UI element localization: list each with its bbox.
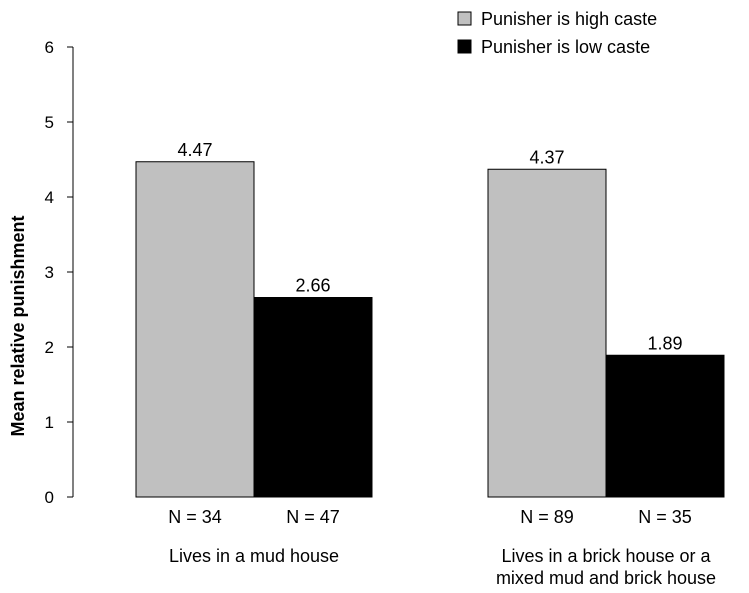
bar	[135, 161, 255, 498]
sample-size-label: N = 34	[168, 507, 222, 527]
sample-size-label: N = 35	[638, 507, 692, 527]
bars: 4.47 2.66 4.37 1.89	[135, 140, 725, 498]
legend-label-high-caste: Punisher is high caste	[481, 9, 657, 29]
legend-swatch-low-caste	[457, 39, 472, 54]
bar	[605, 354, 725, 498]
bar	[253, 297, 373, 498]
y-axis: 0 1 2 3 4 5 6	[45, 38, 74, 507]
data-label: 1.89	[647, 333, 682, 353]
legend: Punisher is high caste Punisher is low c…	[457, 9, 657, 57]
sample-size-label: N = 47	[286, 507, 340, 527]
legend-label-low-caste: Punisher is low caste	[481, 37, 650, 57]
group-label: mixed mud and brick house	[496, 568, 716, 588]
x-axis-labels: N = 34 N = 47 Lives in a mud house N = 89 N …	[168, 507, 716, 588]
bar	[487, 168, 607, 498]
y-tick-label: 1	[45, 413, 54, 432]
data-label: 4.37	[529, 147, 564, 167]
sample-size-label: N = 89	[520, 507, 574, 527]
y-tick-label: 6	[45, 38, 54, 57]
data-label: 4.47	[177, 140, 212, 160]
y-tick-label: 2	[45, 338, 54, 357]
group-label: Lives in a mud house	[169, 546, 339, 566]
y-axis-title: Mean relative punishment	[8, 215, 28, 436]
legend-swatch-high-caste	[457, 11, 472, 26]
y-tick-label: 4	[45, 188, 54, 207]
y-tick-label: 5	[45, 113, 54, 132]
group-label: Lives in a brick house or a	[501, 546, 711, 566]
data-label: 2.66	[295, 276, 330, 296]
y-tick-label: 0	[45, 488, 54, 507]
y-tick-label: 3	[45, 263, 54, 282]
